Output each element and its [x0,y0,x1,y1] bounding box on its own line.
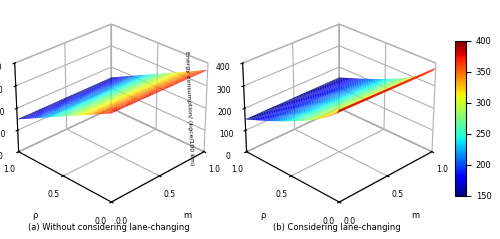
Title: (a) Without considering lane-changing: (a) Without considering lane-changing [28,223,190,232]
Y-axis label: ρ: ρ [32,211,38,220]
Title: (b) Considering lane-changing: (b) Considering lane-changing [272,223,400,232]
X-axis label: m: m [183,211,192,220]
X-axis label: m: m [411,211,420,220]
Y-axis label: ρ: ρ [260,211,266,220]
